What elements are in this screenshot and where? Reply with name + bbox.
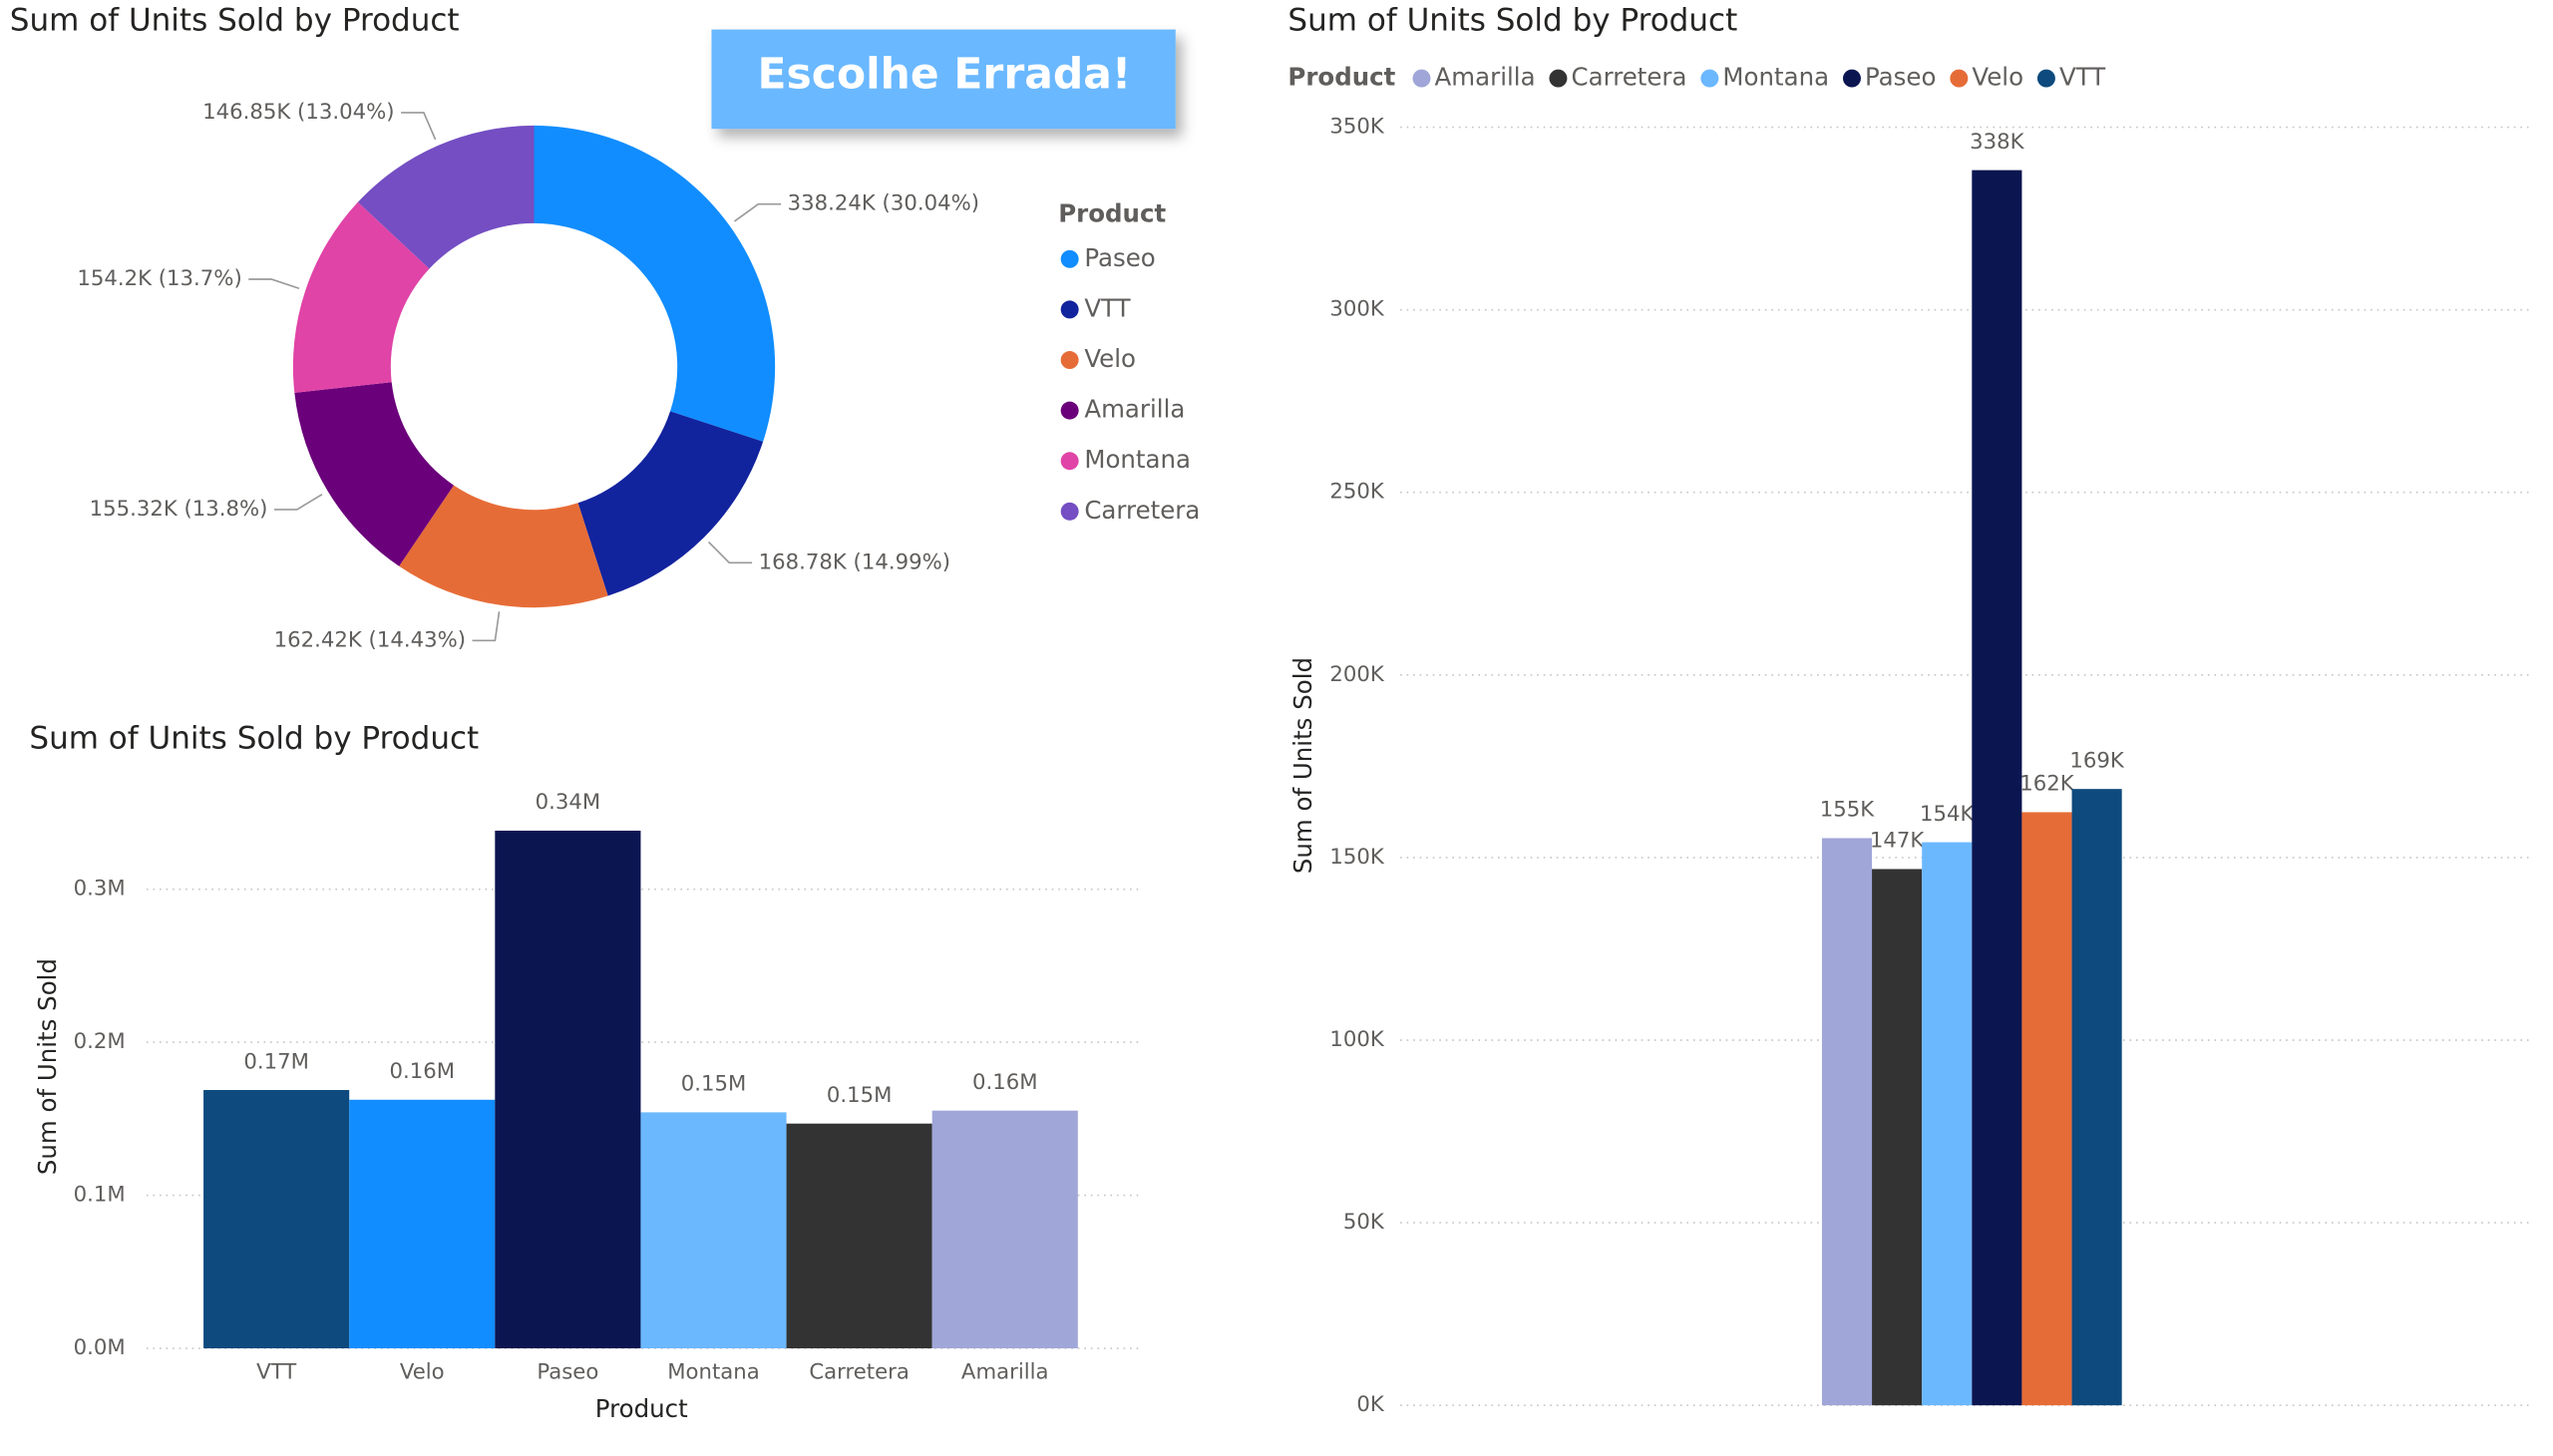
data-label: 0.16M [389,1059,455,1084]
bar [2071,789,2122,1406]
y-tick-label: 150K [1329,845,1385,870]
y-tick-label: 100K [1329,1027,1385,1052]
bar [349,1099,496,1349]
legend-label: Paseo [1865,63,1936,92]
legend-label: Paseo [1084,243,1155,272]
legend-label: Carretera [1572,63,1687,92]
legend-marker [1412,69,1431,88]
legend-marker [1060,452,1079,471]
donut-slice [534,125,776,442]
data-label: 155K [1820,798,1876,823]
legend-marker [1060,351,1079,369]
data-label: 169K [2069,748,2125,773]
x-tick-label: Carretera [809,1360,910,1385]
legend-marker [1842,69,1861,88]
legend-marker [2036,69,2055,88]
legend-marker [1060,502,1079,521]
legend-marker [1700,69,1719,88]
y-tick-label: 0.1M [74,1183,126,1208]
y-tick-label: 350K [1329,115,1385,140]
y-tick-label: 0.3M [74,877,126,902]
legend-label: Carretera [1084,496,1200,525]
x-tick-label: VTT [256,1360,297,1385]
chart-title: Sum of Units Sold by Product [29,720,479,756]
data-label: 0.16M [972,1070,1038,1095]
donut-slice [577,411,764,596]
legend-marker [1060,401,1079,420]
banner [711,29,1176,130]
leader-line [273,494,323,511]
legend-label: Velo [1972,63,2023,92]
legend-marker [1549,69,1568,88]
bar [640,1112,787,1349]
chart-title: Sum of Units Sold by Product [10,2,460,38]
leader-line [734,202,782,222]
x-tick-label: Amarilla [961,1360,1049,1385]
y-axis-label: Sum of Units Sold [1288,657,1317,874]
bar [1922,842,1973,1406]
legend-label: Montana [1722,63,1829,92]
chart-title: Sum of Units Sold by Product [1287,2,1737,38]
data-label: 155.32K (13.8%) [90,497,268,522]
legend-label: Velo [1084,344,1136,373]
legend-title: Product [1287,63,1395,92]
data-label: 168.78K (14.99%) [759,549,950,574]
data-label: 154K [1920,802,1976,827]
data-label: 0.17M [243,1049,309,1074]
data-label: 0.15M [827,1083,893,1108]
bar [1872,869,1923,1406]
bar [203,1090,350,1349]
y-tick-label: 300K [1329,297,1385,322]
leader-line [248,278,300,290]
data-label: 0.15M [681,1072,747,1097]
legend-marker [1060,300,1079,319]
legend-label: VTT [1084,293,1131,322]
data-label: 146.85K (13.04%) [202,100,394,125]
leader-line [401,112,437,141]
bar [1821,838,1873,1406]
x-axis-label: Product [595,1394,688,1423]
y-tick-label: 200K [1329,662,1385,687]
data-label: 147K [1870,829,1926,854]
legend-marker [1060,249,1079,268]
bar [495,830,641,1349]
y-tick-label: 0K [1356,1392,1385,1417]
y-tick-label: 250K [1329,480,1385,505]
legend-label: Montana [1084,445,1191,474]
legend-label: Amarilla [1435,63,1536,92]
legend-label: Amarilla [1084,395,1185,424]
data-label: 338.24K (30.04%) [788,191,979,216]
banner-text: Escolhe Errada! [758,50,1132,99]
leader-line [707,541,753,564]
donut-slice [357,125,535,269]
x-tick-label: Velo [400,1360,445,1385]
bar [931,1110,1078,1349]
data-label: 162.42K (14.43%) [274,627,466,652]
leader-line [472,611,501,642]
x-tick-label: Paseo [537,1360,598,1385]
y-tick-label: 0.2M [74,1029,126,1054]
data-label: 0.34M [536,790,601,815]
y-tick-label: 0.0M [74,1335,126,1360]
legend-title: Product [1058,199,1166,228]
bar [2021,812,2072,1406]
donut-slice [292,201,430,393]
x-tick-label: Montana [667,1360,760,1385]
data-label: 162K [2019,772,2075,797]
bar [786,1123,932,1349]
donut-slice [294,382,455,566]
legend-marker [1950,69,1969,88]
y-axis-label: Sum of Units Sold [33,958,62,1175]
y-tick-label: 50K [1343,1210,1385,1235]
legend-label: VTT [2059,63,2106,92]
bar [1972,170,2022,1406]
data-label: 154.2K (13.7%) [77,266,241,291]
data-label: 338K [1970,130,2025,155]
donut-slice [399,485,608,608]
